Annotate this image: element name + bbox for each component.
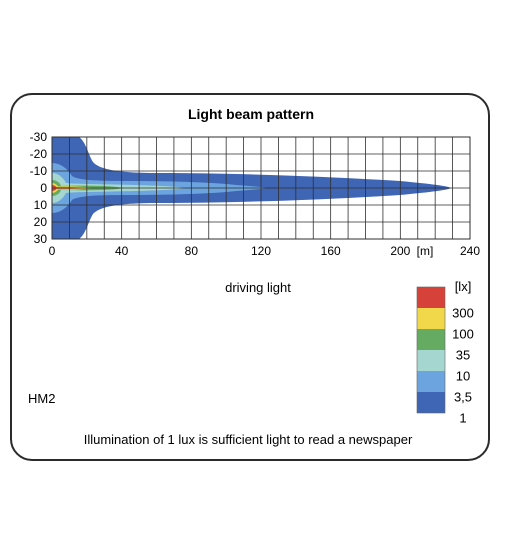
- legend-level-label: 10: [456, 369, 470, 384]
- footnote: Illumination of 1 lux is sufficient ligh…: [84, 432, 413, 447]
- model-label: HM2: [28, 391, 55, 406]
- y-tick-label: -20: [30, 147, 48, 161]
- legend-title: [lx]: [455, 279, 472, 294]
- x-tick-label: 0: [49, 244, 56, 258]
- chart-title: Light beam pattern: [188, 106, 314, 122]
- y-tick-label: 10: [34, 198, 48, 212]
- x-tick-label: 240: [460, 244, 480, 258]
- legend-level-label: 3,5: [454, 390, 472, 405]
- lux-legend: [lx] 300 100 35 10 3,5 1: [416, 279, 474, 426]
- legend-swatch: [417, 371, 445, 392]
- y-tick-label: 30: [34, 232, 48, 246]
- y-axis-ticks: -30 -20 -10 0 10 20 30: [30, 130, 48, 246]
- x-axis-ticks: 0 40 80 120 160 200 240: [49, 244, 481, 258]
- legend-level-label: 35: [456, 348, 470, 363]
- legend-frame: [416, 286, 446, 414]
- y-tick-label: 0: [40, 181, 47, 195]
- legend-swatch: [417, 308, 445, 329]
- legend-swatch: [417, 287, 445, 308]
- chart-subtitle: driving light: [225, 280, 291, 295]
- legend-swatch: [417, 350, 445, 371]
- x-tick-label: 120: [251, 244, 271, 258]
- legend-level-label: 300: [452, 306, 474, 321]
- x-tick-label: 160: [321, 244, 341, 258]
- legend-level-label: 1: [459, 411, 466, 426]
- plot-frame: [51, 136, 471, 240]
- legend-swatch: [417, 329, 445, 350]
- x-tick-label: 40: [115, 244, 129, 258]
- x-axis-unit: [m]: [417, 244, 434, 258]
- y-tick-label: -10: [30, 164, 48, 178]
- y-tick-label: -30: [30, 130, 48, 144]
- y-tick-label: 20: [34, 215, 48, 229]
- legend-level-label: 100: [452, 327, 474, 342]
- x-tick-label: 200: [390, 244, 410, 258]
- chart-grid: [51, 136, 471, 240]
- legend-swatch: [417, 392, 445, 413]
- x-tick-label: 80: [185, 244, 199, 258]
